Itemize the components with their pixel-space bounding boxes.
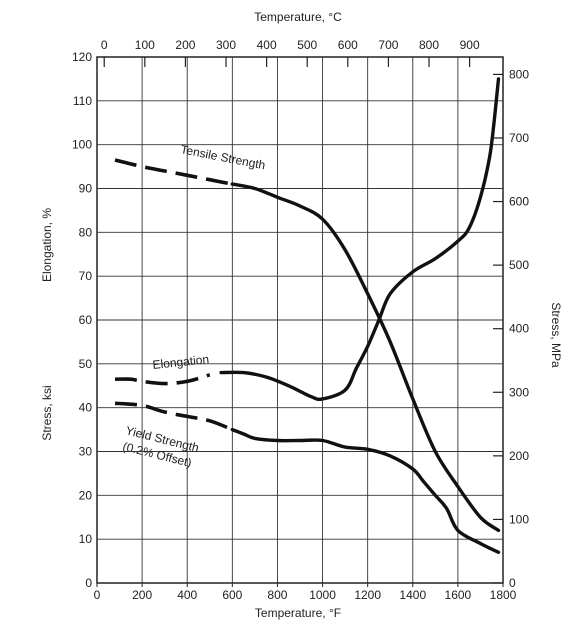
right-tick-label: 300 bbox=[509, 385, 529, 399]
x-tick-label: 800 bbox=[267, 588, 287, 602]
series-tensile-strength-line bbox=[230, 182, 501, 533]
right-tick-label: 400 bbox=[509, 322, 529, 336]
y-axis-title-stress-mpa: Stress, MPa bbox=[549, 302, 563, 368]
grid-layer bbox=[96, 56, 504, 584]
series-elongation-line bbox=[219, 77, 501, 402]
x-tick-label: 400 bbox=[177, 588, 197, 602]
right-tick-label: 600 bbox=[509, 195, 529, 209]
elongation-label: Elongation bbox=[152, 352, 210, 372]
x-tick-label: 200 bbox=[132, 588, 152, 602]
y-tick-label: 90 bbox=[79, 182, 93, 196]
top-tick-label: 300 bbox=[216, 38, 236, 52]
y-tick-label: 100 bbox=[72, 138, 92, 152]
y-axis-title-elongation: Elongation, % bbox=[40, 208, 54, 282]
x-tick-label: 0 bbox=[94, 588, 101, 602]
right-tick-label: 0 bbox=[509, 576, 516, 590]
top-tick-label: 900 bbox=[460, 38, 480, 52]
x-tick-label: 600 bbox=[222, 588, 242, 602]
right-tick-label: 800 bbox=[509, 67, 529, 81]
y-tick-label: 50 bbox=[79, 357, 93, 371]
top-tick-label: 400 bbox=[257, 38, 277, 52]
y-axis-title-stress-ksi: Stress, ksi bbox=[40, 385, 54, 440]
top-tick-label: 500 bbox=[297, 38, 317, 52]
x-axis-title-top: Temperature, °C bbox=[254, 10, 342, 24]
y-tick-label: 30 bbox=[79, 445, 93, 459]
y-tick-label: 120 bbox=[72, 50, 92, 64]
top-tick-label: 600 bbox=[338, 38, 358, 52]
x-tick-label: 1600 bbox=[445, 588, 472, 602]
y-tick-label: 40 bbox=[79, 401, 93, 415]
right-tick-label: 100 bbox=[509, 512, 529, 526]
x-tick-label: 1400 bbox=[399, 588, 426, 602]
series-layer bbox=[114, 77, 501, 554]
x-tick-label: 1000 bbox=[309, 588, 336, 602]
y-tick-label: 110 bbox=[73, 94, 92, 108]
top-tick-label: 800 bbox=[419, 38, 439, 52]
right-tick-label: 500 bbox=[509, 258, 529, 272]
top-tick-label: 100 bbox=[135, 38, 155, 52]
series-elongation-dashed bbox=[114, 373, 211, 386]
y-tick-label: 60 bbox=[79, 313, 93, 327]
top-tick-label: 200 bbox=[175, 38, 195, 52]
right-tick-label: 200 bbox=[509, 449, 529, 463]
x-tick-label: 1800 bbox=[490, 588, 517, 602]
y-tick-label: 70 bbox=[79, 269, 93, 283]
series-tensile-strength-dashed bbox=[114, 158, 233, 186]
y-tick-label: 0 bbox=[85, 576, 92, 590]
x-axis-title-bottom: Temperature, °F bbox=[255, 606, 341, 620]
top-tick-label: 0 bbox=[101, 38, 108, 52]
top-tick-label: 700 bbox=[378, 38, 398, 52]
y-tick-label: 10 bbox=[79, 532, 93, 546]
right-tick-label: 700 bbox=[509, 131, 529, 145]
x-tick-label: 1200 bbox=[354, 588, 381, 602]
y-tick-label: 80 bbox=[79, 225, 93, 239]
series-yield-strength-0-2-offset-line bbox=[230, 427, 501, 554]
series-yield-strength-0-2-offset-dashed bbox=[114, 401, 233, 432]
y-tick-label: 20 bbox=[79, 488, 93, 502]
tick-layer: 0 200 400 600 800 1000 1200 1400 1600 18000102030… bbox=[72, 38, 529, 602]
